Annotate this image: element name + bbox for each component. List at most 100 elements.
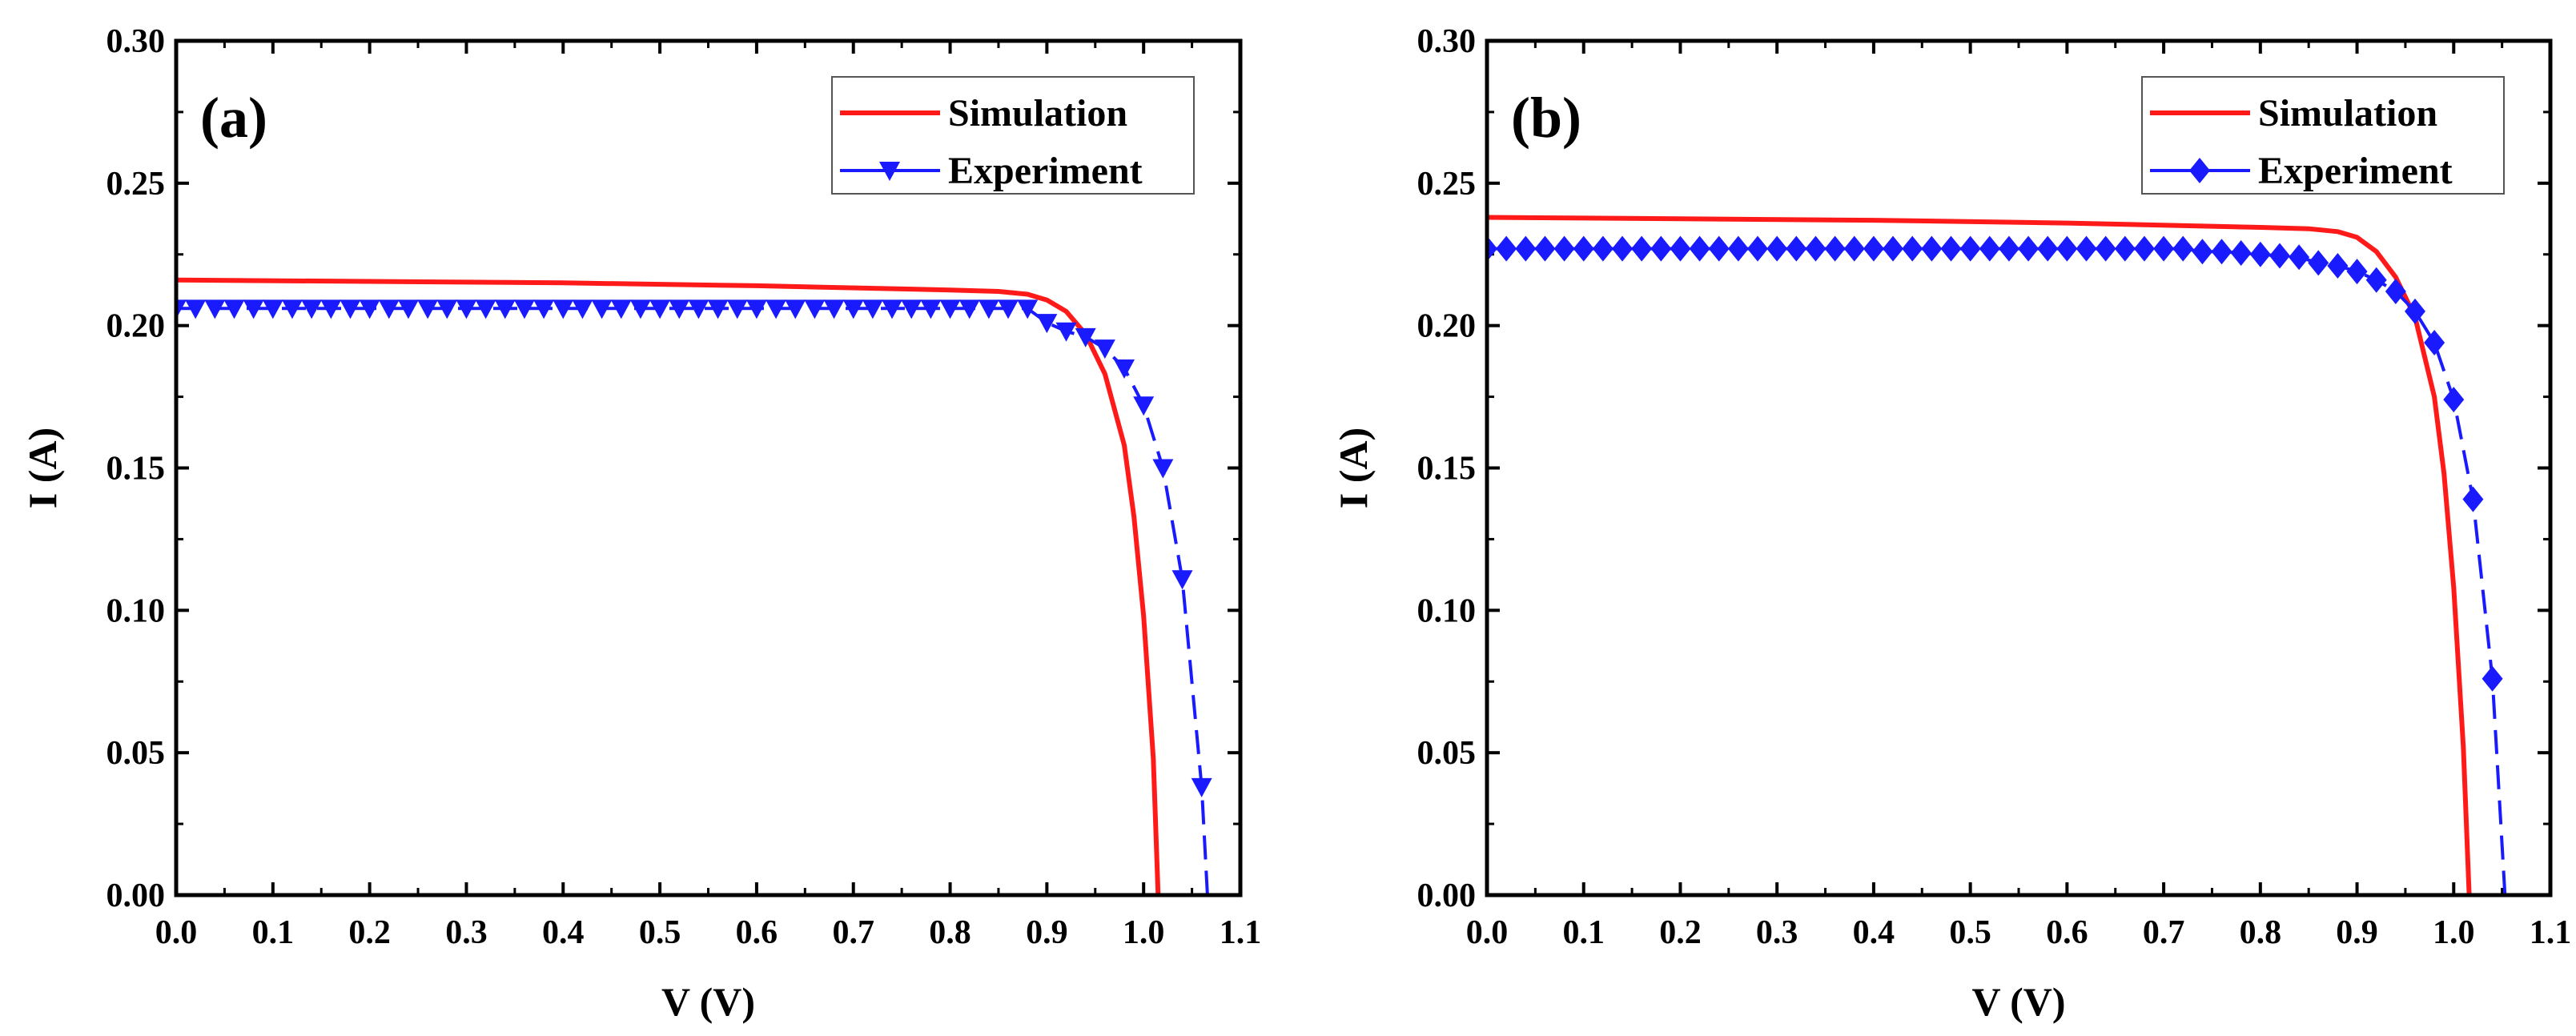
experiment-marker — [2018, 235, 2040, 262]
experiment-marker — [204, 299, 226, 319]
experiment-marker — [1573, 235, 1594, 262]
experiment-marker — [882, 299, 903, 319]
y-tick-label: 0.20 — [1417, 308, 1477, 345]
experiment-line — [1487, 247, 2507, 895]
x-tick-label: 0.8 — [2240, 914, 2282, 951]
y-tick-label: 0.25 — [1417, 166, 1477, 203]
x-tick-label: 0.6 — [2046, 914, 2088, 951]
experiment-marker — [726, 299, 748, 319]
experiment-marker — [2346, 259, 2368, 285]
legend-label-experiment: Experiment — [948, 150, 1143, 192]
experiment-marker — [610, 299, 632, 319]
experiment-marker — [2462, 486, 2484, 512]
legend-label-simulation: Simulation — [2258, 92, 2437, 135]
experiment-marker — [533, 299, 555, 319]
x-tick-label: 0.2 — [1659, 914, 1702, 951]
x-tick-label: 0.0 — [1466, 914, 1509, 951]
axes-frame — [1485, 38, 2553, 897]
experiment-marker — [2192, 239, 2213, 265]
experiment-marker — [1152, 459, 1174, 479]
experiment-marker — [1863, 235, 1884, 262]
x-tick-label: 0.3 — [445, 914, 488, 951]
experiment-marker — [1191, 777, 1212, 797]
experiment-marker — [2172, 235, 2194, 262]
experiment-marker — [2133, 235, 2155, 262]
experiment-marker — [1979, 235, 2000, 262]
experiment-marker — [475, 299, 496, 319]
experiment-marker — [2365, 267, 2387, 293]
experiment-marker — [804, 299, 826, 319]
experiment-marker — [901, 299, 922, 319]
y-tick-label: 0.20 — [106, 308, 166, 345]
experiment-marker — [223, 299, 245, 319]
y-tick-label: 0.00 — [1417, 877, 1477, 914]
experiment-marker — [2230, 239, 2252, 266]
x-tick-label: 1.1 — [1220, 914, 1262, 951]
experiment-marker — [1959, 235, 1981, 262]
experiment-marker — [1766, 235, 1788, 262]
simulation-line — [176, 277, 1161, 895]
panel-label: (b) — [1511, 86, 1581, 150]
experiment-marker — [1727, 235, 1749, 262]
y-tick-label: 0.15 — [1417, 451, 1477, 488]
experiment-marker — [1036, 314, 1058, 334]
x-tick-label: 0.5 — [1949, 914, 1991, 951]
experiment-marker — [281, 299, 303, 319]
x-tick-label: 0.6 — [736, 914, 778, 951]
experiment-marker — [1708, 235, 1730, 262]
experiment-marker — [958, 299, 980, 319]
experiment-marker — [1094, 339, 1115, 359]
simulation-line — [1487, 215, 2472, 895]
experiment-marker — [2327, 252, 2349, 279]
experiment-marker — [842, 299, 864, 319]
experiment-marker — [2289, 244, 2310, 271]
x-tick-label: 0.9 — [2336, 914, 2378, 951]
experiment-marker — [417, 299, 439, 319]
experiment-marker — [1075, 327, 1096, 347]
experiment-marker — [920, 299, 942, 319]
experiment-marker — [688, 299, 709, 319]
experiment-marker — [823, 299, 845, 319]
experiment-marker — [591, 299, 613, 319]
experiment-marker — [397, 299, 419, 319]
experiment-marker — [1843, 235, 1865, 262]
experiment-marker — [572, 299, 593, 319]
experiment-marker — [1534, 235, 1556, 262]
experiment-marker — [1883, 235, 1904, 262]
experiment-marker — [1824, 235, 1846, 262]
panel-label: (a) — [200, 86, 267, 150]
x-tick-label: 1.0 — [2433, 914, 2475, 951]
y-tick-label: 0.10 — [106, 592, 166, 629]
experiment-marker — [1487, 235, 1497, 262]
experiment-marker — [2153, 235, 2175, 262]
experiment-marker — [1017, 299, 1039, 319]
experiment-marker — [1786, 235, 1807, 262]
experiment-marker — [2095, 235, 2116, 262]
legend: Simulation Experiment — [831, 76, 1195, 195]
x-tick-label: 0.5 — [639, 914, 681, 951]
x-tick-label: 0.7 — [2143, 914, 2185, 951]
experiment-marker — [998, 299, 1019, 319]
experiment-marker — [1689, 235, 1710, 262]
experiment-marker — [707, 299, 729, 319]
x-axis-label: V (V) — [661, 979, 755, 1024]
experiment-marker — [1055, 322, 1077, 342]
plot-area — [1487, 215, 2507, 895]
experiment-marker — [1650, 235, 1672, 262]
experiment-marker — [1631, 235, 1653, 262]
experiment-marker — [1670, 235, 1691, 262]
experiment-marker — [2211, 239, 2232, 265]
experiment-marker — [513, 299, 535, 319]
experiment-marker — [2385, 278, 2406, 304]
x-tick-label: 0.2 — [348, 914, 391, 951]
x-tick-label: 0.7 — [832, 914, 874, 951]
experiment-marker — [2269, 243, 2290, 269]
experiment-marker — [939, 299, 961, 319]
x-tick-label: 0.1 — [252, 914, 295, 951]
experiment-marker — [669, 299, 690, 319]
legend-label-simulation: Simulation — [948, 92, 1127, 135]
experiment-marker — [785, 299, 806, 319]
x-tick-label: 0.4 — [542, 914, 585, 951]
x-tick-label: 1.0 — [1123, 914, 1165, 951]
experiment-marker — [1171, 570, 1193, 590]
